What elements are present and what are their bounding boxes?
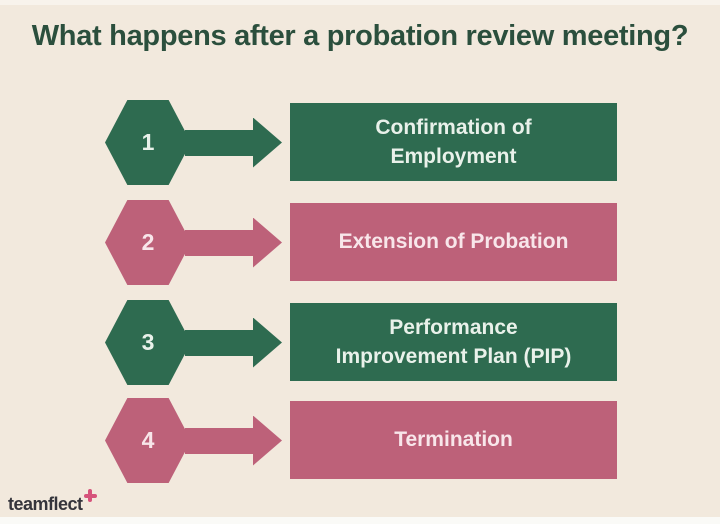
step-hexagon: 2 — [105, 200, 191, 285]
brand-name: teamflect — [8, 494, 83, 514]
step-hexagon: 4 — [105, 398, 191, 483]
arrow-stem-icon — [185, 229, 255, 256]
step-number: 1 — [141, 129, 155, 155]
arrow-stem-icon — [185, 427, 255, 454]
outcome-label: Confirmation of Employment — [375, 115, 532, 168]
bottom-border — [0, 517, 720, 524]
arrowhead-icon — [253, 117, 282, 168]
outcome-box: Performance Improvement Plan (PIP) — [290, 303, 617, 381]
arrowhead-icon — [253, 217, 282, 268]
arrowhead-icon — [253, 317, 282, 368]
step-number: 3 — [141, 329, 155, 355]
outcome-label: Termination — [394, 428, 513, 452]
outcome-label: Performance Improvement Plan (PIP) — [335, 315, 572, 368]
page-title: What happens after a probation review me… — [31, 20, 689, 52]
outcome-box: Confirmation of Employment — [290, 103, 617, 181]
step-number: 4 — [141, 427, 155, 453]
step-hexagon: 3 — [105, 300, 191, 385]
top-edge-highlight — [0, 0, 720, 5]
outcome-label: Extension of Probation — [338, 230, 569, 254]
step-row-4: 4 Termination — [105, 398, 617, 483]
step-row-2: 2 Extension of Probation — [105, 200, 617, 285]
step-row-3: 3 Performance Improvement Plan (PIP) — [105, 300, 617, 385]
brand-logo: teamflect — [8, 489, 97, 515]
step-row-1: 1 Confirmation of Employment — [105, 100, 617, 185]
step-number: 2 — [141, 229, 155, 255]
outcome-box: Termination — [290, 401, 617, 479]
arrowhead-icon — [253, 415, 282, 466]
step-hexagon: 1 — [105, 100, 191, 185]
plus-sparkle-icon — [83, 489, 97, 502]
arrow-stem-icon — [185, 129, 255, 156]
arrow-stem-icon — [185, 329, 255, 356]
outcome-box: Extension of Probation — [290, 203, 617, 281]
